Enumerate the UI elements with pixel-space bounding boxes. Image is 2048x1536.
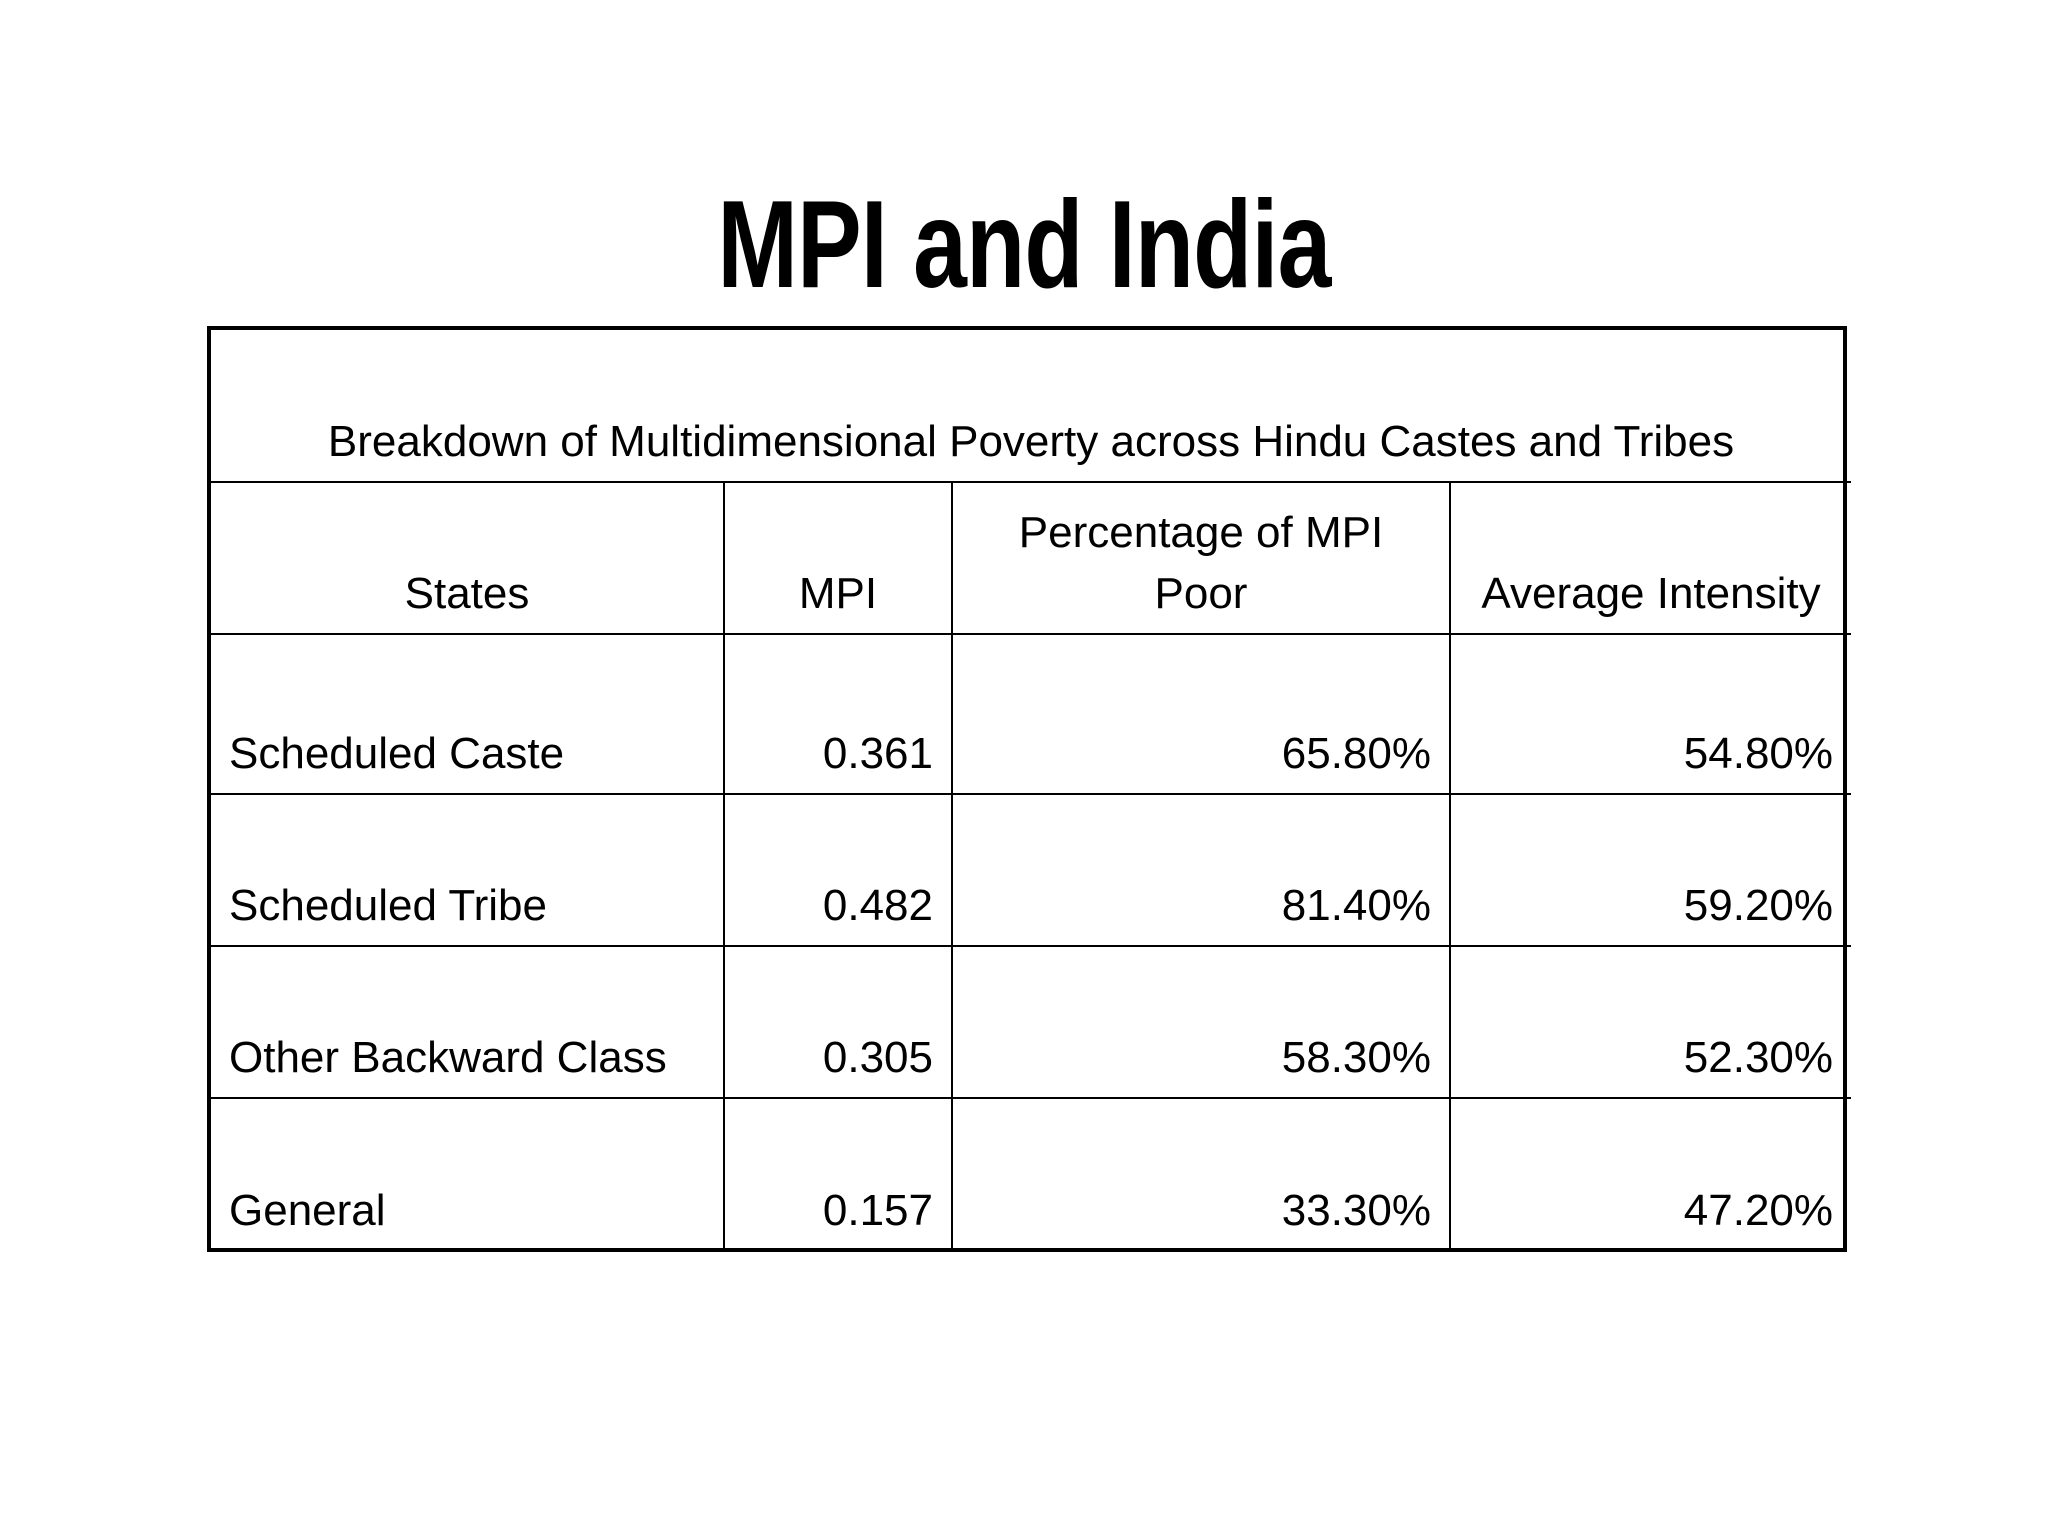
avg-intensity-value: 52.30%	[1448, 945, 1852, 1099]
mpi-value: 0.305	[723, 945, 953, 1099]
avg-intensity-value: 59.20%	[1448, 793, 1852, 947]
row-label: Other Backward Class	[211, 945, 725, 1099]
mpi-value: 0.361	[723, 633, 953, 795]
table-row: General 0.157 33.30% 47.20%	[211, 1097, 1852, 1250]
row-label: Scheduled Caste	[211, 633, 725, 795]
table-row: Scheduled Tribe 0.482 81.40% 59.20%	[211, 793, 1852, 947]
mpi-value: 0.157	[723, 1097, 953, 1250]
avg-intensity-value: 54.80%	[1448, 633, 1852, 795]
column-header-mpi: MPI	[723, 481, 953, 635]
table-caption-row: Breakdown of Multidimensional Poverty ac…	[211, 330, 1852, 483]
table-row: Other Backward Class 0.305 58.30% 52.30%	[211, 945, 1852, 1099]
table-caption: Breakdown of Multidimensional Poverty ac…	[211, 330, 1852, 483]
percent-poor-value: 58.30%	[951, 945, 1451, 1099]
mpi-value: 0.482	[723, 793, 953, 947]
percent-poor-value: 33.30%	[951, 1097, 1451, 1250]
row-label: Scheduled Tribe	[211, 793, 725, 947]
column-header-states: States	[211, 481, 725, 635]
slide-title: MPI and India	[717, 176, 1331, 314]
table-row: Scheduled Caste 0.361 65.80% 54.80%	[211, 633, 1852, 795]
percent-poor-value: 81.40%	[951, 793, 1451, 947]
mpi-table-container: Breakdown of Multidimensional Poverty ac…	[207, 326, 1852, 1252]
column-header-average-intensity: Average Intensity	[1448, 481, 1852, 635]
avg-intensity-value: 47.20%	[1448, 1097, 1852, 1250]
percent-poor-value: 65.80%	[951, 633, 1451, 795]
table-header-row: States MPI Percentage of MPI Poor Averag…	[211, 481, 1852, 635]
mpi-table: Breakdown of Multidimensional Poverty ac…	[211, 330, 1852, 1250]
column-header-percentage-poor: Percentage of MPI Poor	[951, 481, 1451, 635]
row-label: General	[211, 1097, 725, 1250]
